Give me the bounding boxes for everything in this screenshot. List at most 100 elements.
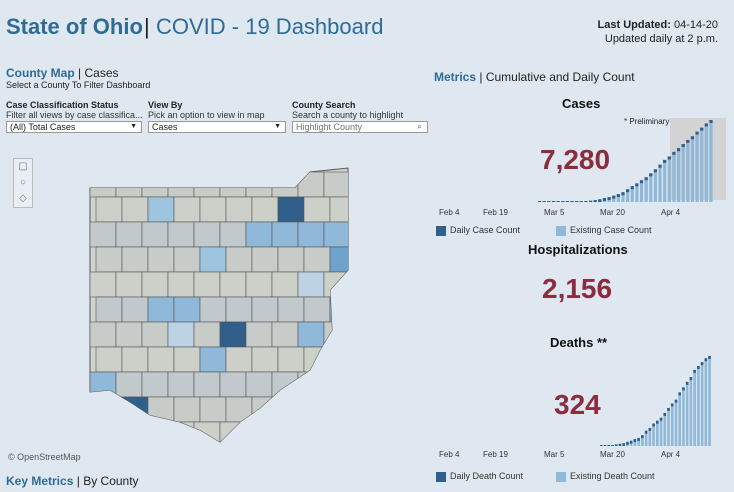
deaths-bar[interactable] [678, 392, 682, 446]
county-shape[interactable] [303, 296, 331, 323]
county-shape[interactable] [277, 396, 305, 423]
cases-bar[interactable] [653, 169, 658, 202]
deaths-bar[interactable] [682, 387, 685, 446]
county-shape[interactable] [173, 296, 201, 323]
deaths-bar[interactable] [708, 356, 711, 446]
county-shape[interactable] [245, 171, 273, 198]
county-shape[interactable] [167, 271, 195, 298]
county-shape[interactable] [245, 321, 273, 348]
county-shape[interactable] [115, 271, 143, 298]
county-search-input[interactable] [292, 121, 428, 133]
cases-chart[interactable] [538, 118, 716, 202]
county-shape[interactable] [225, 246, 253, 273]
county-shape[interactable] [297, 421, 325, 447]
county-shape[interactable] [167, 221, 195, 248]
county-shape[interactable] [271, 171, 299, 198]
county-shape[interactable] [147, 396, 175, 423]
county-shape[interactable] [141, 171, 169, 198]
county-shape[interactable] [173, 346, 201, 373]
county-shape[interactable] [251, 296, 279, 323]
deaths-bar[interactable] [633, 439, 637, 446]
county-shape[interactable] [193, 271, 221, 298]
county-shape[interactable] [225, 296, 253, 323]
county-shape[interactable] [193, 171, 221, 198]
cases-bar[interactable] [690, 136, 695, 202]
county-shape[interactable] [329, 346, 355, 373]
deaths-bar[interactable] [637, 437, 640, 446]
county-shape[interactable] [121, 346, 149, 373]
county-shape[interactable] [167, 171, 195, 198]
county-shape[interactable] [95, 196, 123, 223]
cases-bar[interactable] [649, 173, 653, 202]
cases-bar[interactable] [630, 186, 634, 202]
county-shape[interactable] [141, 221, 169, 248]
deaths-bar[interactable] [644, 430, 648, 446]
county-shape[interactable] [90, 371, 117, 398]
lasso-select-icon[interactable]: ◇ [19, 193, 27, 204]
county-shape[interactable] [245, 421, 273, 447]
county-shape[interactable] [271, 321, 299, 348]
county-shape[interactable] [199, 296, 227, 323]
county-shape[interactable] [245, 271, 273, 298]
county-shape[interactable] [329, 396, 355, 423]
deaths-bar[interactable] [663, 412, 667, 446]
cases-bar[interactable] [676, 148, 681, 202]
county-shape[interactable] [193, 221, 221, 248]
county-shape[interactable] [251, 346, 279, 373]
county-shape[interactable] [173, 246, 201, 273]
deaths-bar[interactable] [656, 420, 659, 446]
deaths-chart[interactable] [600, 354, 714, 446]
county-shape[interactable] [95, 346, 123, 373]
county-shape[interactable] [90, 321, 117, 348]
county-shape[interactable] [329, 196, 355, 223]
county-shape[interactable] [251, 246, 279, 273]
deaths-bar[interactable] [648, 427, 652, 446]
deaths-bar[interactable] [659, 417, 663, 446]
county-shape[interactable] [323, 271, 350, 298]
county-shape[interactable] [219, 171, 247, 198]
county-shape[interactable] [193, 371, 221, 398]
cases-bar[interactable] [672, 151, 676, 202]
county-shape[interactable] [193, 321, 221, 348]
deaths-bar[interactable] [704, 358, 708, 446]
county-shape[interactable] [277, 246, 305, 273]
county-shape[interactable] [147, 346, 175, 373]
county-shape[interactable] [303, 196, 331, 223]
legend-daily-death[interactable]: Daily Death Count [436, 471, 523, 482]
county-shape[interactable] [271, 371, 299, 398]
county-shape[interactable] [90, 421, 117, 447]
deaths-bar[interactable] [674, 399, 678, 446]
county-shape[interactable] [167, 321, 195, 348]
county-shape[interactable] [115, 171, 143, 198]
deaths-bar[interactable] [685, 381, 689, 446]
deaths-bar[interactable] [689, 377, 693, 446]
cases-bar[interactable] [644, 177, 648, 202]
county-shape[interactable] [115, 421, 143, 447]
view-by-select[interactable]: Cases ▼ [148, 121, 286, 133]
deaths-bar[interactable] [697, 366, 700, 446]
county-shape[interactable] [199, 346, 227, 373]
legend-existing-death[interactable]: Existing Death Count [556, 471, 655, 482]
deaths-bar[interactable] [693, 369, 696, 446]
cases-bar[interactable] [612, 195, 616, 202]
county-shape[interactable] [141, 321, 169, 348]
cases-bar[interactable] [663, 159, 667, 202]
deaths-bar[interactable] [652, 423, 655, 447]
county-shape[interactable] [167, 421, 195, 447]
cases-bar[interactable] [704, 123, 708, 202]
county-shape[interactable] [277, 346, 305, 373]
radial-select-icon[interactable]: ○ [19, 177, 27, 188]
county-shape[interactable] [141, 271, 169, 298]
cases-bar[interactable] [639, 180, 644, 202]
county-shape[interactable] [90, 271, 117, 298]
deaths-bar[interactable] [667, 407, 670, 446]
legend-existing-case[interactable]: Existing Case Count [556, 225, 652, 236]
county-shape[interactable] [323, 321, 350, 348]
county-shape[interactable] [115, 221, 143, 248]
cases-bar[interactable] [686, 139, 690, 202]
cases-bar[interactable] [695, 131, 699, 202]
county-shape[interactable] [297, 171, 325, 198]
ohio-county-map[interactable] [80, 160, 355, 450]
cases-bar[interactable] [635, 183, 639, 202]
county-shape[interactable] [219, 271, 247, 298]
